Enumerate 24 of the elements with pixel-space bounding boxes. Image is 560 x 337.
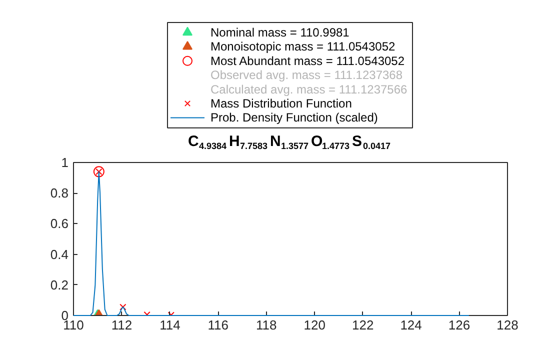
y-tick-label: 0.8 [50,186,69,201]
y-tick-label: 0.6 [50,216,69,232]
legend-label: Mass Distribution Function [210,96,352,110]
x-tick-label: 114 [160,318,180,332]
x-tick-label: 118 [256,318,277,332]
legend-label: Prob. Density Function (scaled) [210,110,378,125]
x-tick-label: 126 [448,318,470,332]
y-tick-label: 1 [61,155,69,170]
line-series [73,171,470,316]
x-tick-label: 122 [352,318,374,332]
legend-label: Nominal mass = 110.9981 [210,26,350,40]
x-tick-label: 128 [496,318,518,332]
x-tick-label: 120 [304,318,326,332]
legend-label: Monoisotopic mass = 111.0543052 [210,40,396,54]
point [120,304,126,310]
y-tick-label: 0.2 [50,277,69,292]
legend-label: Most Abundant mass = 111.0543052 [210,54,405,68]
x-tick-label: 112 [111,318,132,332]
point [93,166,104,178]
y-tick-label: 0.4 [50,246,69,262]
x-tick-label: 116 [208,318,229,332]
legend-label: Observed avg. mass = 111.1237368 [210,68,403,82]
legend-label: Calculated avg. mass = 111.1237566 [210,82,408,96]
x-tick-label: 124 [400,318,422,332]
